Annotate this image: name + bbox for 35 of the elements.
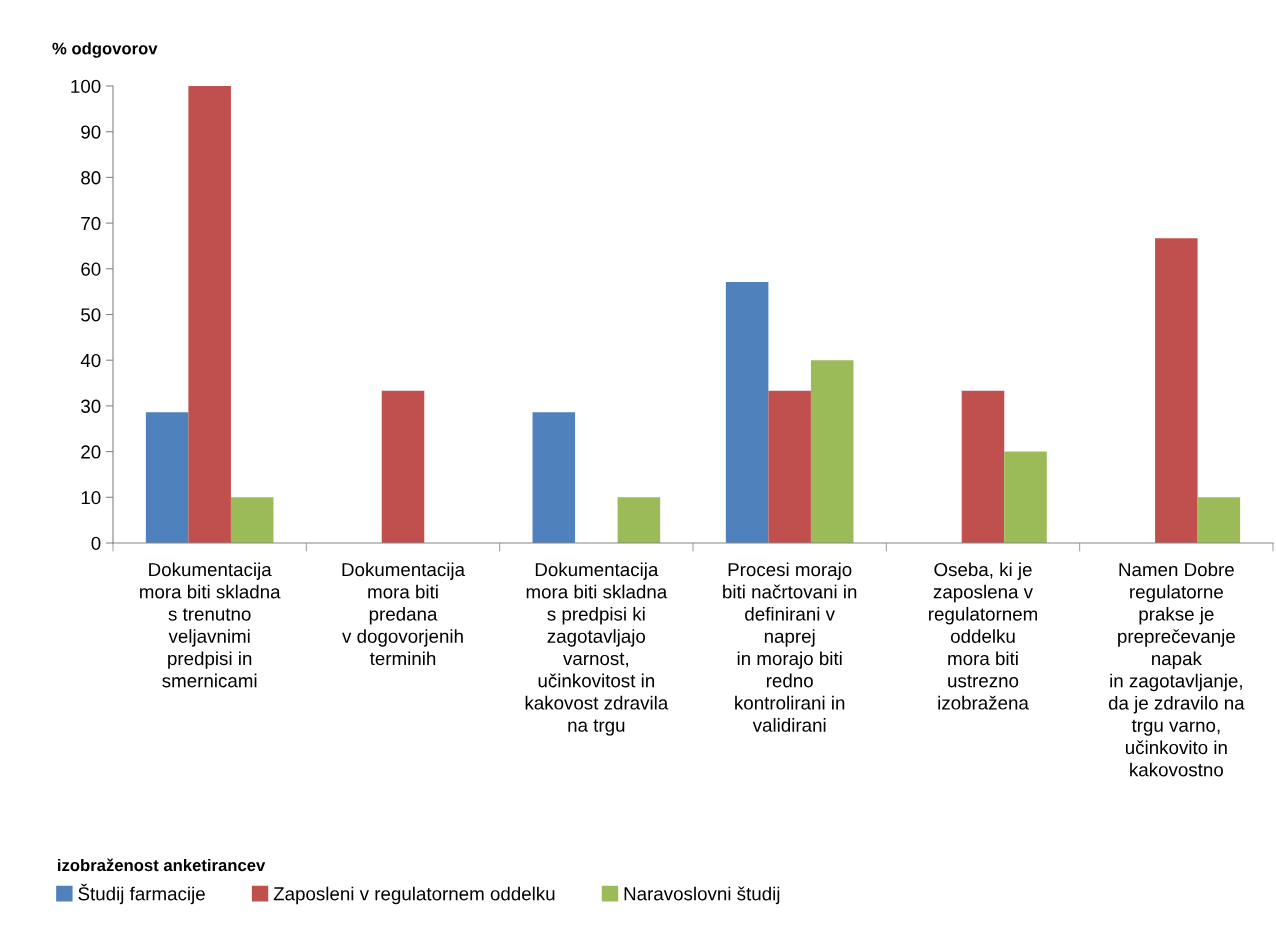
x-tick-label: Oseba, ki je zaposlena v regulatornem oddelku mora biti ustrezno izobražena [929, 562, 1038, 710]
bar [1197, 497, 1241, 543]
y-tick-label: 20 [81, 445, 101, 459]
y-tick-label: 30 [81, 399, 101, 413]
y-axis-title: % odgovorov [52, 42, 158, 58]
bar [230, 497, 274, 543]
bar [381, 390, 425, 543]
y-tick-label: 90 [81, 125, 101, 139]
legend-label: Naravoslovni študij [624, 886, 780, 905]
y-tick-label: 40 [80, 353, 101, 368]
y-tick-label: 70 [81, 216, 101, 231]
bar [961, 390, 1005, 543]
x-tick-label: Dokumentacija mora biti predana v dogovorjenih terminih [342, 562, 466, 666]
x-tick-label: Dokumentacija mora biti skladna s predpisi ki zagotavljajo varnost, učinkovitost in kakovost zdravila na trgu [525, 562, 669, 736]
bar [617, 497, 661, 543]
bar [188, 86, 231, 543]
x-tick-label: Dokumentacija mora biti skladna s trenutno veljavnimi predpisi in smernicami [140, 562, 281, 688]
bar [1004, 451, 1047, 543]
bar [725, 282, 769, 543]
y-tick-label: 80 [81, 171, 101, 185]
bar [145, 412, 189, 543]
y-tick-label: 10 [81, 491, 101, 505]
legend-label: Študij farmacije [78, 883, 205, 905]
y-tick-label: 0 [91, 536, 101, 550]
category-label: Namen Dobre regulatorne prakse je preprečevanje napak in zagotavljanje, da je zdravilo na trgu varno, učinkovito in kakovostno [1108, 562, 1245, 777]
bar [532, 412, 576, 543]
bar [1155, 238, 1198, 543]
y-tick-label: 100 [71, 79, 101, 93]
y-tick-label: 60 [81, 262, 101, 276]
x-tick-label: Procesi morajo biti načrtovani in definirani v naprej in morajo biti redno kontrolirani in validirani [723, 562, 857, 732]
y-tick-label: 50 [81, 308, 101, 322]
bar [810, 360, 854, 543]
legend-title: izobraženost anketirancev [58, 858, 266, 872]
bar [768, 390, 811, 543]
legend-label: Zaposleni v regulatornem oddelku [273, 886, 555, 905]
